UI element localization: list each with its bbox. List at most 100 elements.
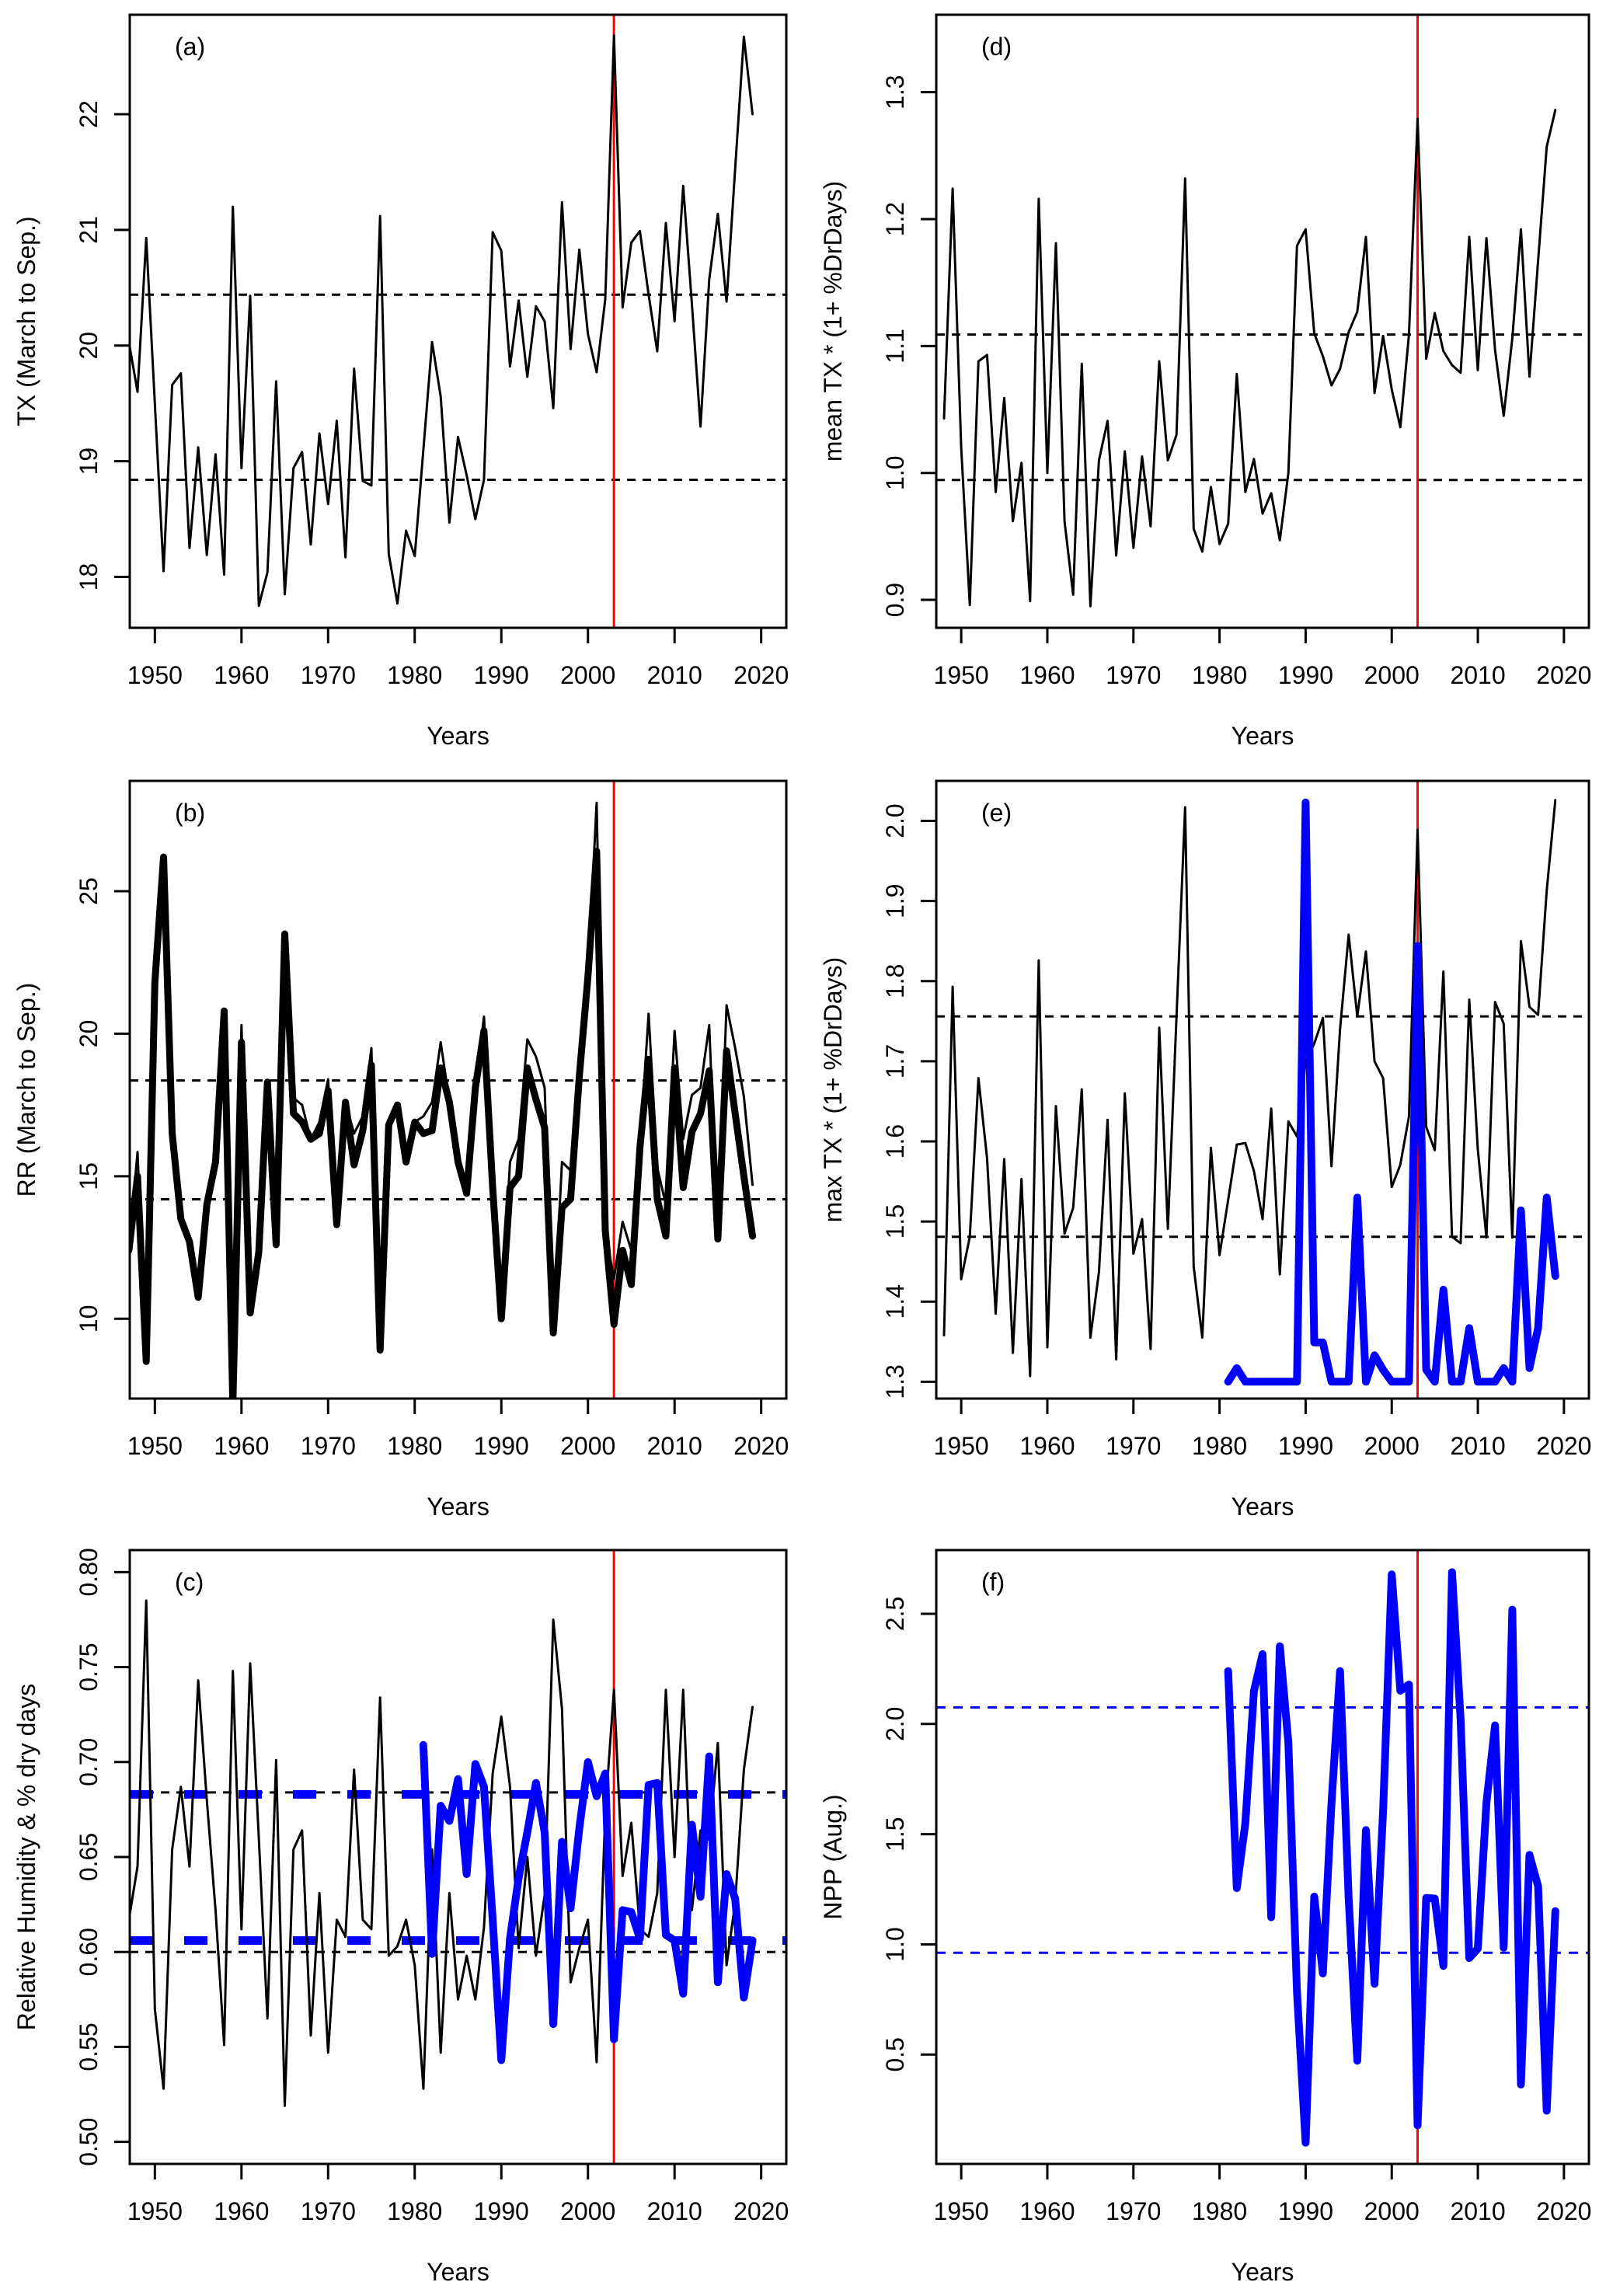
x-tick-label: 1960 xyxy=(214,1432,269,1460)
series-line-0 xyxy=(130,1599,754,2107)
y-tick-label: 2.0 xyxy=(881,1707,909,1741)
y-tick-label: 1.0 xyxy=(881,455,909,490)
y-tick-label: 1.3 xyxy=(881,75,909,109)
x-tick-label: 1970 xyxy=(301,1432,356,1460)
x-tick-label: 1990 xyxy=(474,661,529,689)
x-axis-label: Years xyxy=(1231,1493,1294,1521)
x-tick-label: 2000 xyxy=(560,1432,615,1460)
plot-frame xyxy=(935,1549,1590,2165)
y-axis-label: max TX * (1+ %DrDays) xyxy=(819,957,847,1223)
plot-area xyxy=(936,15,1589,628)
y-tick-label: 0.65 xyxy=(75,1833,103,1881)
panel-c: 1950 1960 1970 1980 1990 2000 2010 2020 0.50 0.55… xyxy=(12,1548,789,2286)
y-tick-label: 0.75 xyxy=(75,1643,103,1691)
series-line-0 xyxy=(1224,1568,1559,2147)
series-line-1 xyxy=(419,1740,757,2064)
x-axis-label: Years xyxy=(427,722,489,750)
x-tick-label: 2000 xyxy=(1364,1432,1420,1460)
panel-label: (e) xyxy=(981,799,1012,827)
x-tick-label: 1970 xyxy=(1106,2197,1161,2225)
x-tick-label: 2000 xyxy=(560,2197,615,2225)
x-tick-label: 1980 xyxy=(387,1432,442,1460)
y-axis-label: mean TX * (1+ %DrDays) xyxy=(819,181,847,462)
x-tick-label: 2010 xyxy=(1450,1432,1505,1460)
y-tick-label: 15 xyxy=(75,1162,103,1190)
x-tick-label: 1990 xyxy=(1278,2197,1333,2225)
plot-frame xyxy=(935,779,1590,1400)
panel-b: 1950 1960 1970 1980 1990 2000 2010 2020 10 15 20 25… xyxy=(12,779,789,1521)
plot-area xyxy=(936,1550,1589,2164)
y-tick-label: 25 xyxy=(75,877,103,905)
x-tick-label: 1950 xyxy=(934,2197,989,2225)
series-line-1 xyxy=(130,848,756,1399)
x-tick-label: 2020 xyxy=(1536,661,1591,689)
x-tick-label: 1980 xyxy=(387,2197,442,2225)
panel-label: (b) xyxy=(175,799,205,827)
y-tick-label: 1.5 xyxy=(881,1204,909,1239)
plot-area xyxy=(130,1550,786,2164)
plot-area xyxy=(130,15,786,628)
x-tick-label: 1950 xyxy=(934,1432,989,1460)
y-tick-label: 1.4 xyxy=(881,1284,909,1319)
y-axis-label: TX (March to Sep.) xyxy=(12,216,40,426)
series-line-0 xyxy=(130,801,754,1399)
y-axis-label: NPP (Aug.) xyxy=(819,1794,847,1919)
series-line-0 xyxy=(942,799,1557,1378)
x-tick-label: 1960 xyxy=(214,661,269,689)
y-tick-label: 10 xyxy=(75,1305,103,1333)
y-tick-label: 0.5 xyxy=(881,2037,909,2071)
y-tick-label: 1.2 xyxy=(881,202,909,236)
x-tick-label: 2010 xyxy=(1450,2197,1505,2225)
x-tick-label: 1970 xyxy=(301,661,356,689)
x-tick-label: 1990 xyxy=(1278,1432,1333,1460)
x-tick-label: 2000 xyxy=(560,661,615,689)
y-tick-label: 0.60 xyxy=(75,1928,103,1976)
y-tick-label: 2.0 xyxy=(881,803,909,838)
y-tick-label: 1.6 xyxy=(881,1124,909,1158)
x-tick-label: 1960 xyxy=(214,2197,269,2225)
series-line-1 xyxy=(1224,798,1559,1386)
x-tick-label: 1980 xyxy=(387,661,442,689)
x-tick-label: 2020 xyxy=(1536,1432,1591,1460)
x-tick-label: 1970 xyxy=(301,2197,356,2225)
y-tick-label: 1.0 xyxy=(881,1927,909,1961)
y-tick-label: 0.70 xyxy=(75,1738,103,1786)
x-tick-label: 1990 xyxy=(474,2197,529,2225)
x-tick-label: 1980 xyxy=(1192,661,1247,689)
y-axis-label: Relative Humidity & % dry days xyxy=(12,1684,40,2030)
y-tick-label: 1.1 xyxy=(881,329,909,363)
y-tick-label: 19 xyxy=(75,448,103,476)
panel-label: (d) xyxy=(981,33,1012,61)
y-tick-label: 0.50 xyxy=(75,2118,103,2166)
x-tick-label: 2010 xyxy=(1450,661,1505,689)
x-tick-label: 1990 xyxy=(1278,661,1333,689)
x-tick-label: 2010 xyxy=(647,2197,702,2225)
plot-frame xyxy=(128,779,788,1400)
y-tick-label: 0.9 xyxy=(881,583,909,617)
x-axis-label: Years xyxy=(1231,722,1294,750)
x-tick-label: 2010 xyxy=(647,1432,702,1460)
plot-area xyxy=(936,781,1589,1399)
panel-label: (f) xyxy=(981,1568,1005,1596)
y-tick-label: 1.3 xyxy=(881,1364,909,1399)
x-tick-label: 2010 xyxy=(647,661,702,689)
series-line-0 xyxy=(130,34,754,608)
x-axis-label: Years xyxy=(427,1493,489,1521)
panel-a: 1950 1960 1970 1980 1990 2000 2010 2020 18 19 20 21… xyxy=(12,13,789,750)
y-tick-label: 21 xyxy=(75,216,103,244)
y-tick-label: 1.5 xyxy=(881,1817,909,1851)
x-tick-label: 1970 xyxy=(1106,1432,1161,1460)
y-tick-label: 0.55 xyxy=(75,2023,103,2071)
y-tick-label: 20 xyxy=(75,1020,103,1048)
x-tick-label: 1960 xyxy=(1019,661,1075,689)
x-tick-label: 1970 xyxy=(1106,661,1161,689)
x-tick-label: 1960 xyxy=(1019,1432,1075,1460)
panel-f: 1950 1960 1970 1980 1990 2000 2010 2020 0.5 1.0 1.… xyxy=(819,1549,1591,2286)
x-tick-label: 1990 xyxy=(474,1432,529,1460)
plot-frame xyxy=(935,13,1590,629)
x-axis-label: Years xyxy=(427,2258,489,2286)
x-tick-label: 1950 xyxy=(934,661,989,689)
y-tick-label: 1.9 xyxy=(881,883,909,918)
x-tick-label: 2020 xyxy=(1536,2197,1591,2225)
x-tick-label: 1950 xyxy=(127,661,183,689)
